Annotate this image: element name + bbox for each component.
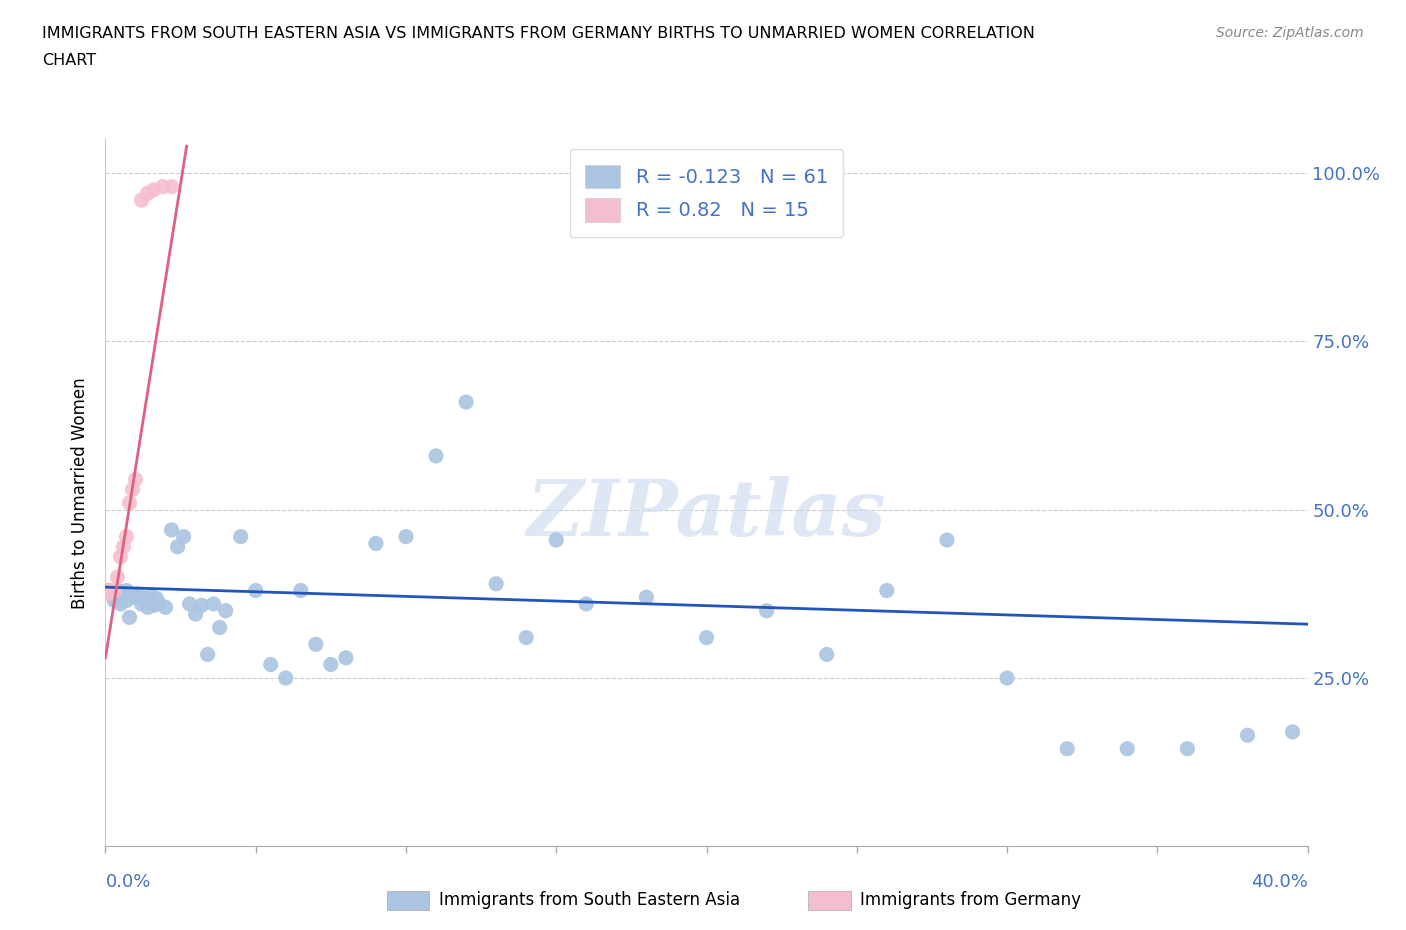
Point [335,650,357,665]
Text: IMMIGRANTS FROM SOUTH EASTERN ASIA VS IMMIGRANTS FROM GERMANY BIRTHS TO UNMARRIE: IMMIGRANTS FROM SOUTH EASTERN ASIA VS IM… [42,26,1035,41]
Point [136,600,159,615]
Point [184,606,207,621]
Point [100,587,122,602]
Point [995,671,1018,685]
Point [546,533,568,548]
Point [755,604,778,618]
Point [485,577,508,591]
Point [290,583,312,598]
Point [179,596,201,611]
Point [395,529,418,544]
Legend: R = -0.123   N = 61, R = 0.82   N = 15: R = -0.123 N = 61, R = 0.82 N = 15 [569,149,844,237]
Point [131,596,153,611]
Point [160,179,183,194]
Point [118,496,141,511]
Text: Immigrants from Germany: Immigrants from Germany [860,891,1081,910]
Point [100,583,122,598]
Point [229,529,252,544]
Point [319,658,342,672]
Point [936,533,959,548]
Point [815,647,838,662]
Point [145,591,167,606]
Point [454,394,477,409]
Text: CHART: CHART [42,53,96,68]
Point [97,583,120,598]
Point [214,604,236,618]
Point [112,587,135,602]
Point [134,591,156,606]
Point [107,587,129,602]
Point [173,529,195,544]
Point [131,193,153,207]
Point [166,539,188,554]
Text: Immigrants from South Eastern Asia: Immigrants from South Eastern Asia [439,891,740,910]
Point [1236,728,1258,743]
Point [245,583,267,598]
Point [103,583,125,598]
Point [1281,724,1303,739]
Point [115,593,138,608]
Text: Source: ZipAtlas.com: Source: ZipAtlas.com [1216,26,1364,40]
Point [575,596,598,611]
Point [155,600,177,615]
Point [115,529,138,544]
Point [1056,741,1078,756]
Point [103,590,125,604]
Point [160,523,183,538]
Point [1175,741,1198,756]
Point [190,598,212,613]
Point [274,671,297,685]
Point [115,583,138,598]
Point [636,590,658,604]
Point [696,631,718,645]
Point [121,587,143,602]
Point [124,472,146,487]
Point [142,598,165,613]
Point [118,610,141,625]
Point [97,587,120,602]
Point [110,596,132,611]
Point [152,179,174,194]
Point [208,620,231,635]
Point [110,550,132,565]
Point [112,539,135,554]
Point [136,186,159,201]
Point [142,182,165,197]
Point [305,637,328,652]
Text: 40.0%: 40.0% [1251,872,1308,891]
Point [197,647,219,662]
Point [128,587,150,602]
Point [121,482,143,497]
Point [260,658,283,672]
Point [139,589,162,604]
Point [364,536,387,551]
Point [515,631,537,645]
Point [148,596,170,611]
Point [103,593,125,608]
Point [107,569,129,584]
Point [202,596,225,611]
Point [107,583,129,598]
Point [1116,741,1139,756]
Y-axis label: Births to Unmarried Women: Births to Unmarried Women [72,377,90,609]
Point [124,590,146,604]
Text: ZIPatlas: ZIPatlas [527,476,886,552]
Point [876,583,898,598]
Point [425,448,447,463]
Point [110,590,132,604]
Text: 0.0%: 0.0% [105,872,150,891]
